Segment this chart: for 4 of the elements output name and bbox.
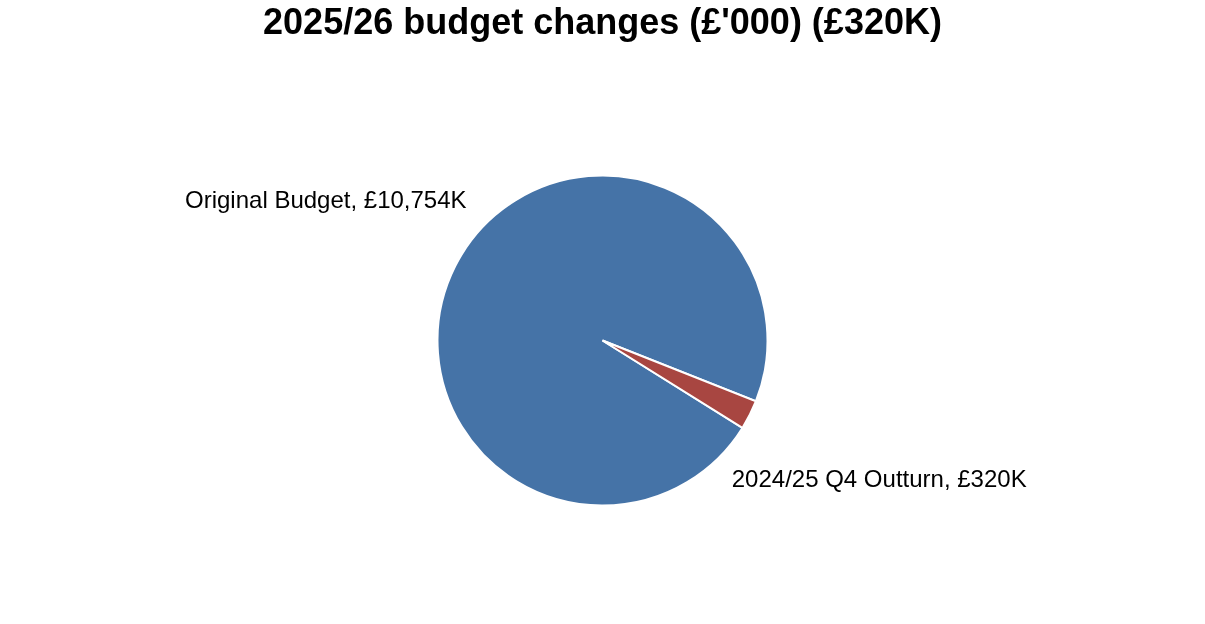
slice-label: 2024/25 Q4 Outturn, £320K: [731, 465, 1027, 493]
pie-slice: [601, 339, 757, 429]
slice-label: Original Budget, £10,754K: [185, 185, 467, 213]
chart-title: 2025/26 budget changes (£'000) (£320K): [263, 1, 942, 42]
